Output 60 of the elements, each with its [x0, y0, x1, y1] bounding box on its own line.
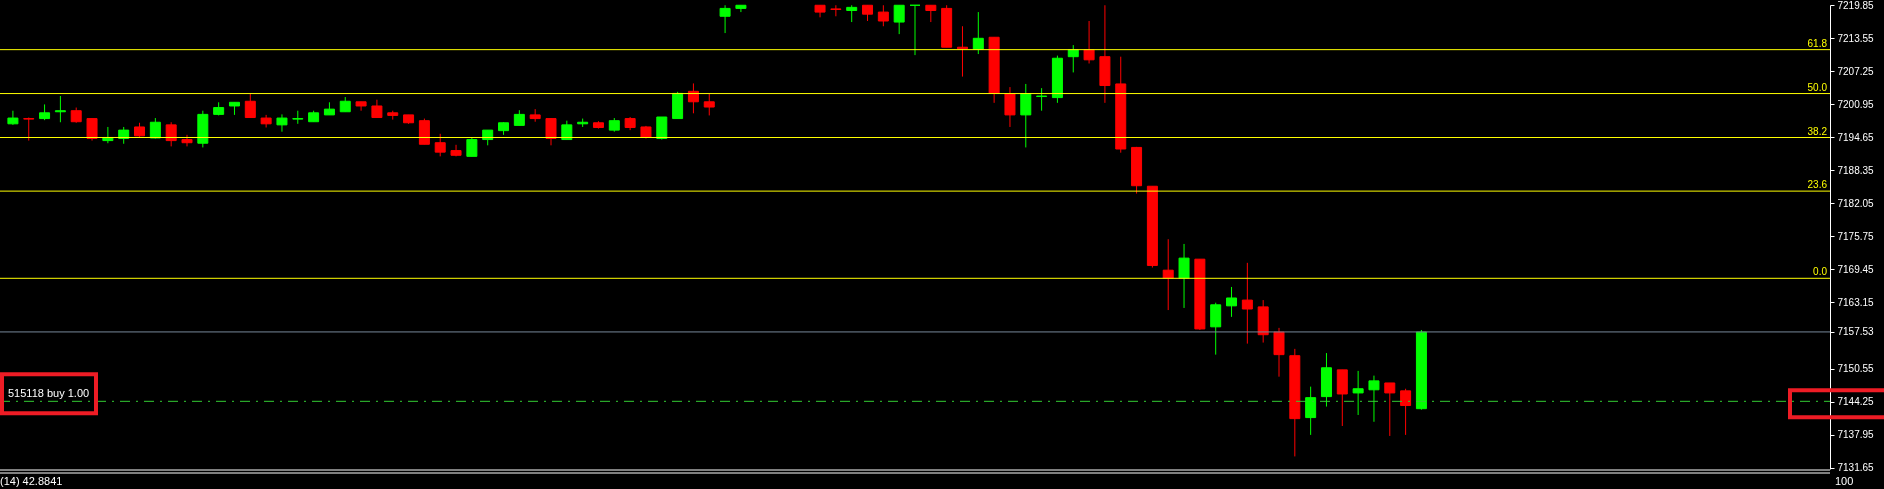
candlestick	[1368, 375, 1380, 423]
candlestick	[1020, 83, 1032, 148]
candlestick	[466, 137, 478, 157]
annotation: 50.0	[1807, 81, 1828, 93]
candlestick	[1352, 370, 1364, 416]
y-tick-label: 7169.45	[1837, 263, 1875, 275]
candlestick	[830, 4, 842, 17]
candlestick	[877, 4, 889, 27]
annotation: 61.8	[1807, 37, 1828, 49]
annotation: 0.0	[1813, 266, 1828, 278]
candlestick	[1210, 302, 1222, 356]
text: (14) 42.8841	[0, 475, 63, 487]
text: 100	[1835, 475, 1854, 487]
candlestick	[1241, 262, 1253, 345]
y-tick-label: 7144.25	[1837, 396, 1875, 408]
candlestick	[1162, 238, 1174, 311]
y-tick-label: 7213.55	[1837, 32, 1875, 44]
candlestick	[7, 110, 19, 126]
candlestick	[972, 11, 984, 55]
candlestick	[893, 4, 905, 35]
y-tick-label: 7163.15	[1837, 296, 1875, 308]
candlestick	[434, 133, 446, 157]
candlestick	[54, 95, 66, 123]
candlestick	[719, 4, 731, 34]
candlestick	[149, 117, 161, 140]
annotation: 23.6	[1807, 179, 1828, 191]
y-tick-label: 7194.65	[1837, 131, 1875, 143]
candlestick	[1384, 382, 1396, 437]
candlestick	[1036, 87, 1048, 112]
candlestick	[656, 116, 668, 141]
candlestick	[561, 120, 573, 141]
y-tick-label: 7150.55	[1837, 363, 1875, 375]
candlestick	[181, 134, 193, 147]
candlestick	[244, 93, 256, 119]
y-tick-label: 7182.05	[1837, 197, 1875, 209]
candlestick	[1178, 243, 1190, 309]
y-tick-label: 7188.35	[1837, 164, 1875, 176]
annotation: 38.2	[1807, 125, 1828, 137]
candlestick	[1226, 286, 1238, 318]
candlestick	[418, 118, 430, 145]
candlestick	[1083, 20, 1095, 64]
y-tick-label: 7200.95	[1837, 98, 1875, 110]
y-tick-label: 7207.25	[1837, 65, 1875, 77]
y-tick-label: 7157.53	[1837, 326, 1875, 338]
y-tick-label: 7137.95	[1837, 429, 1875, 441]
candlestick	[545, 117, 557, 146]
candlestick	[1305, 386, 1317, 436]
y-tick-label: 7131.65	[1837, 462, 1875, 474]
ref-line-label: 515118 buy 1.00	[8, 387, 90, 400]
candlestick	[1400, 388, 1412, 436]
y-tick-label: 7219.85	[1837, 0, 1875, 11]
candlestick	[1004, 86, 1016, 128]
candlestick	[86, 118, 98, 142]
candlestick	[909, 4, 921, 56]
candlestick	[276, 113, 288, 133]
candlestick	[703, 93, 715, 116]
candlestick	[1067, 44, 1079, 73]
y-tick-label: 7175.75	[1837, 230, 1875, 242]
candlestick	[1273, 327, 1285, 378]
candlestick	[165, 121, 177, 147]
